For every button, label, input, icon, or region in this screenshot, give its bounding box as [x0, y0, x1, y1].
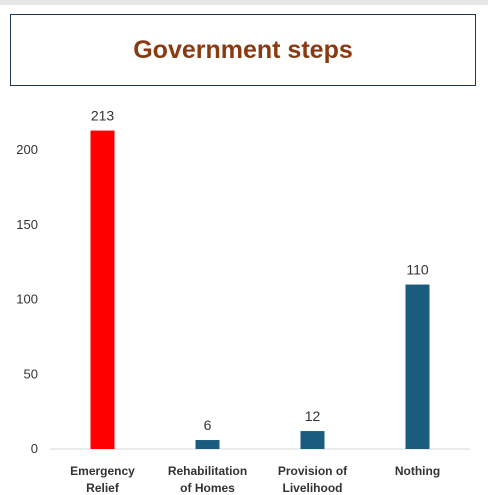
data-label-3: 110: [406, 262, 429, 278]
title-box: Government steps: [10, 14, 476, 86]
bar-0: [90, 130, 115, 449]
top-rule: [0, 0, 488, 5]
category-label-3: Nothing: [395, 464, 440, 478]
bar-2: [300, 431, 325, 449]
y-tick-label: 50: [24, 366, 38, 381]
category-label-1: Rehabilitation of Homes: [168, 464, 247, 495]
chart-title: Government steps: [133, 35, 353, 64]
y-tick-label: 0: [31, 441, 38, 456]
category-label-line: Emergency: [70, 464, 135, 478]
y-tick-label: 150: [16, 217, 38, 232]
y-tick-label: 200: [16, 142, 38, 157]
data-label-1: 6: [204, 417, 212, 433]
data-label-0: 213: [91, 108, 115, 124]
category-label-line: Provision of: [278, 464, 348, 478]
category-label-line: Livelihood: [283, 481, 343, 495]
y-tick-label: 100: [16, 292, 38, 307]
category-label-line: Nothing: [395, 464, 440, 478]
data-label-2: 12: [305, 408, 321, 424]
category-label-line: Rehabilitation: [168, 464, 247, 478]
category-label-line: of Homes: [180, 481, 235, 495]
category-label-2: Provision of Livelihood: [278, 464, 348, 495]
bar-1: [195, 440, 220, 449]
labels-layer: 213 Emergency Relief 6 Rehabilitation of Home…: [70, 108, 440, 495]
bar-3: [405, 284, 430, 449]
axis-layer: 0 50 100 150 200: [16, 142, 470, 456]
bars-layer: [90, 130, 430, 449]
category-label-line: Relief: [86, 481, 120, 495]
category-label-0: Emergency Relief: [70, 464, 135, 495]
